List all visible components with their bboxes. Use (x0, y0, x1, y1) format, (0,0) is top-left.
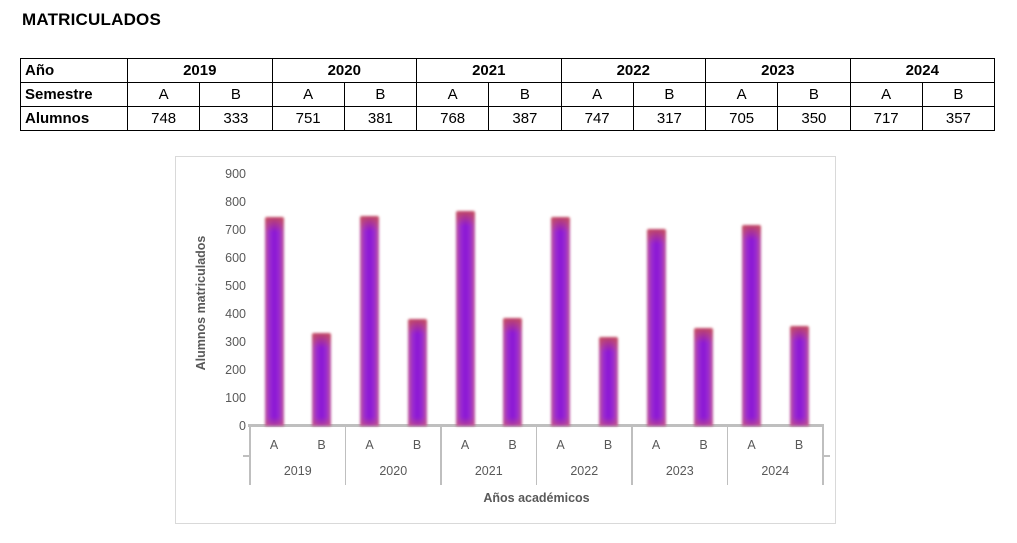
semester-cell: B (777, 82, 851, 107)
category-group-separator (535, 427, 538, 485)
alumnos-cell: 717 (849, 106, 923, 131)
matriculados-table: Año 2019 2020 2021 2022 2023 2024 Semest… (20, 58, 996, 131)
category-group-separator (344, 427, 347, 485)
y-tick-label: 700 (225, 223, 246, 237)
year-cell: 2024 (849, 58, 995, 83)
y-tick-label: 500 (225, 279, 246, 293)
bar-2020-B (407, 319, 427, 426)
bar-2021-B (503, 317, 522, 426)
bar-2023-A (646, 228, 666, 426)
semester-tick-label: A (747, 438, 756, 452)
axis-level-tick (243, 455, 250, 457)
semester-cell: A (415, 82, 490, 107)
x-axis-title: Años académicos (483, 491, 590, 505)
semester-tick-label: B (794, 438, 804, 452)
semester-tick-label: B (412, 438, 422, 452)
year-tick-label: 2024 (761, 464, 790, 478)
row-header-anio: Año (20, 58, 128, 83)
y-tick-label: 300 (225, 335, 246, 349)
semester-tick-label: B (317, 438, 326, 452)
bar-2022-A (551, 216, 570, 426)
alumnos-cell: 357 (921, 106, 996, 131)
alumnos-cell: 768 (415, 106, 490, 131)
bar-2019-B (312, 332, 331, 426)
table-row-semester: Semestre A B A B A B A B A B A B (20, 82, 996, 107)
semester-tick-label: A (365, 438, 374, 452)
semester-cell: A (849, 82, 923, 107)
bar-2020-A (360, 215, 379, 426)
year-tick-label: 2022 (570, 464, 599, 478)
y-tick-label: 400 (225, 307, 246, 321)
semester-tick-label: A (651, 438, 661, 452)
y-tick-label: 900 (225, 167, 246, 181)
year-cell: 2020 (271, 58, 417, 83)
bar-2023-B (694, 328, 713, 426)
semester-tick-label: A (556, 438, 565, 452)
y-tick-label: 800 (225, 195, 246, 209)
bar-2019-A (264, 216, 284, 426)
semester-cell: A (704, 82, 779, 107)
year-tick-label: 2019 (283, 464, 312, 478)
semester-tick-label: B (603, 438, 613, 452)
alumnos-cell: 381 (343, 106, 418, 131)
semester-cell: A (271, 82, 345, 107)
semester-tick-label: B (508, 438, 517, 452)
semester-cell: A (560, 82, 634, 107)
year-cell: 2022 (560, 58, 706, 83)
year-cell: 2023 (705, 58, 851, 83)
semester-tick-label: B (699, 438, 708, 452)
bar-2022-B (598, 337, 618, 426)
category-group-separator (631, 427, 633, 485)
semester-cell: B (343, 82, 418, 107)
alumnos-cell: 747 (560, 106, 634, 131)
semester-tick-label: A (269, 438, 279, 452)
row-header-semestre: Semestre (20, 82, 128, 107)
category-group-separator (440, 427, 442, 485)
page-title: MATRICULADOS (22, 10, 162, 29)
y-tick-label: 0 (239, 419, 246, 433)
alumnos-cell: 387 (488, 106, 562, 131)
semester-cell: B (632, 82, 707, 107)
alumnos-cell: 333 (199, 106, 273, 131)
y-tick-label: 100 (225, 391, 246, 405)
year-cell: 2021 (416, 58, 562, 83)
bar-chart: Alumnos matriculados Años académicos 0 10… (175, 156, 836, 524)
semester-cell: A (126, 82, 201, 107)
bar-2024-B (789, 326, 809, 426)
alumnos-cell: 705 (704, 106, 779, 131)
y-tick-label: 600 (225, 251, 246, 265)
table-row-year: Año 2019 2020 2021 2022 2023 2024 (20, 58, 995, 83)
semester-cell: B (488, 82, 562, 107)
semester-cell: B (921, 82, 996, 107)
y-axis-title: Alumnos matriculados (194, 235, 208, 371)
year-tick-label: 2021 (474, 464, 503, 478)
table-row-alumnos: Alumnos 748 333 751 381 768 387 747 317 … (20, 106, 996, 131)
bar-2024-A (742, 225, 761, 426)
row-header-alumnos: Alumnos (20, 106, 128, 131)
year-tick-label: 2020 (379, 464, 408, 478)
semester-tick-label: A (460, 438, 470, 452)
axis-level-tick (823, 455, 830, 457)
year-tick-label: 2023 (665, 464, 694, 478)
alumnos-cell: 317 (632, 106, 707, 131)
y-tick-label: 200 (225, 363, 246, 377)
semester-cell: B (199, 82, 273, 107)
alumnos-cell: 751 (271, 106, 345, 131)
alumnos-cell: 748 (126, 106, 201, 131)
category-group-separator (726, 427, 729, 485)
alumnos-cell: 350 (777, 106, 851, 131)
x-axis-line (248, 424, 824, 427)
year-cell: 2019 (127, 58, 273, 83)
category-group-separator (249, 427, 251, 485)
bar-2021-A (455, 210, 475, 426)
